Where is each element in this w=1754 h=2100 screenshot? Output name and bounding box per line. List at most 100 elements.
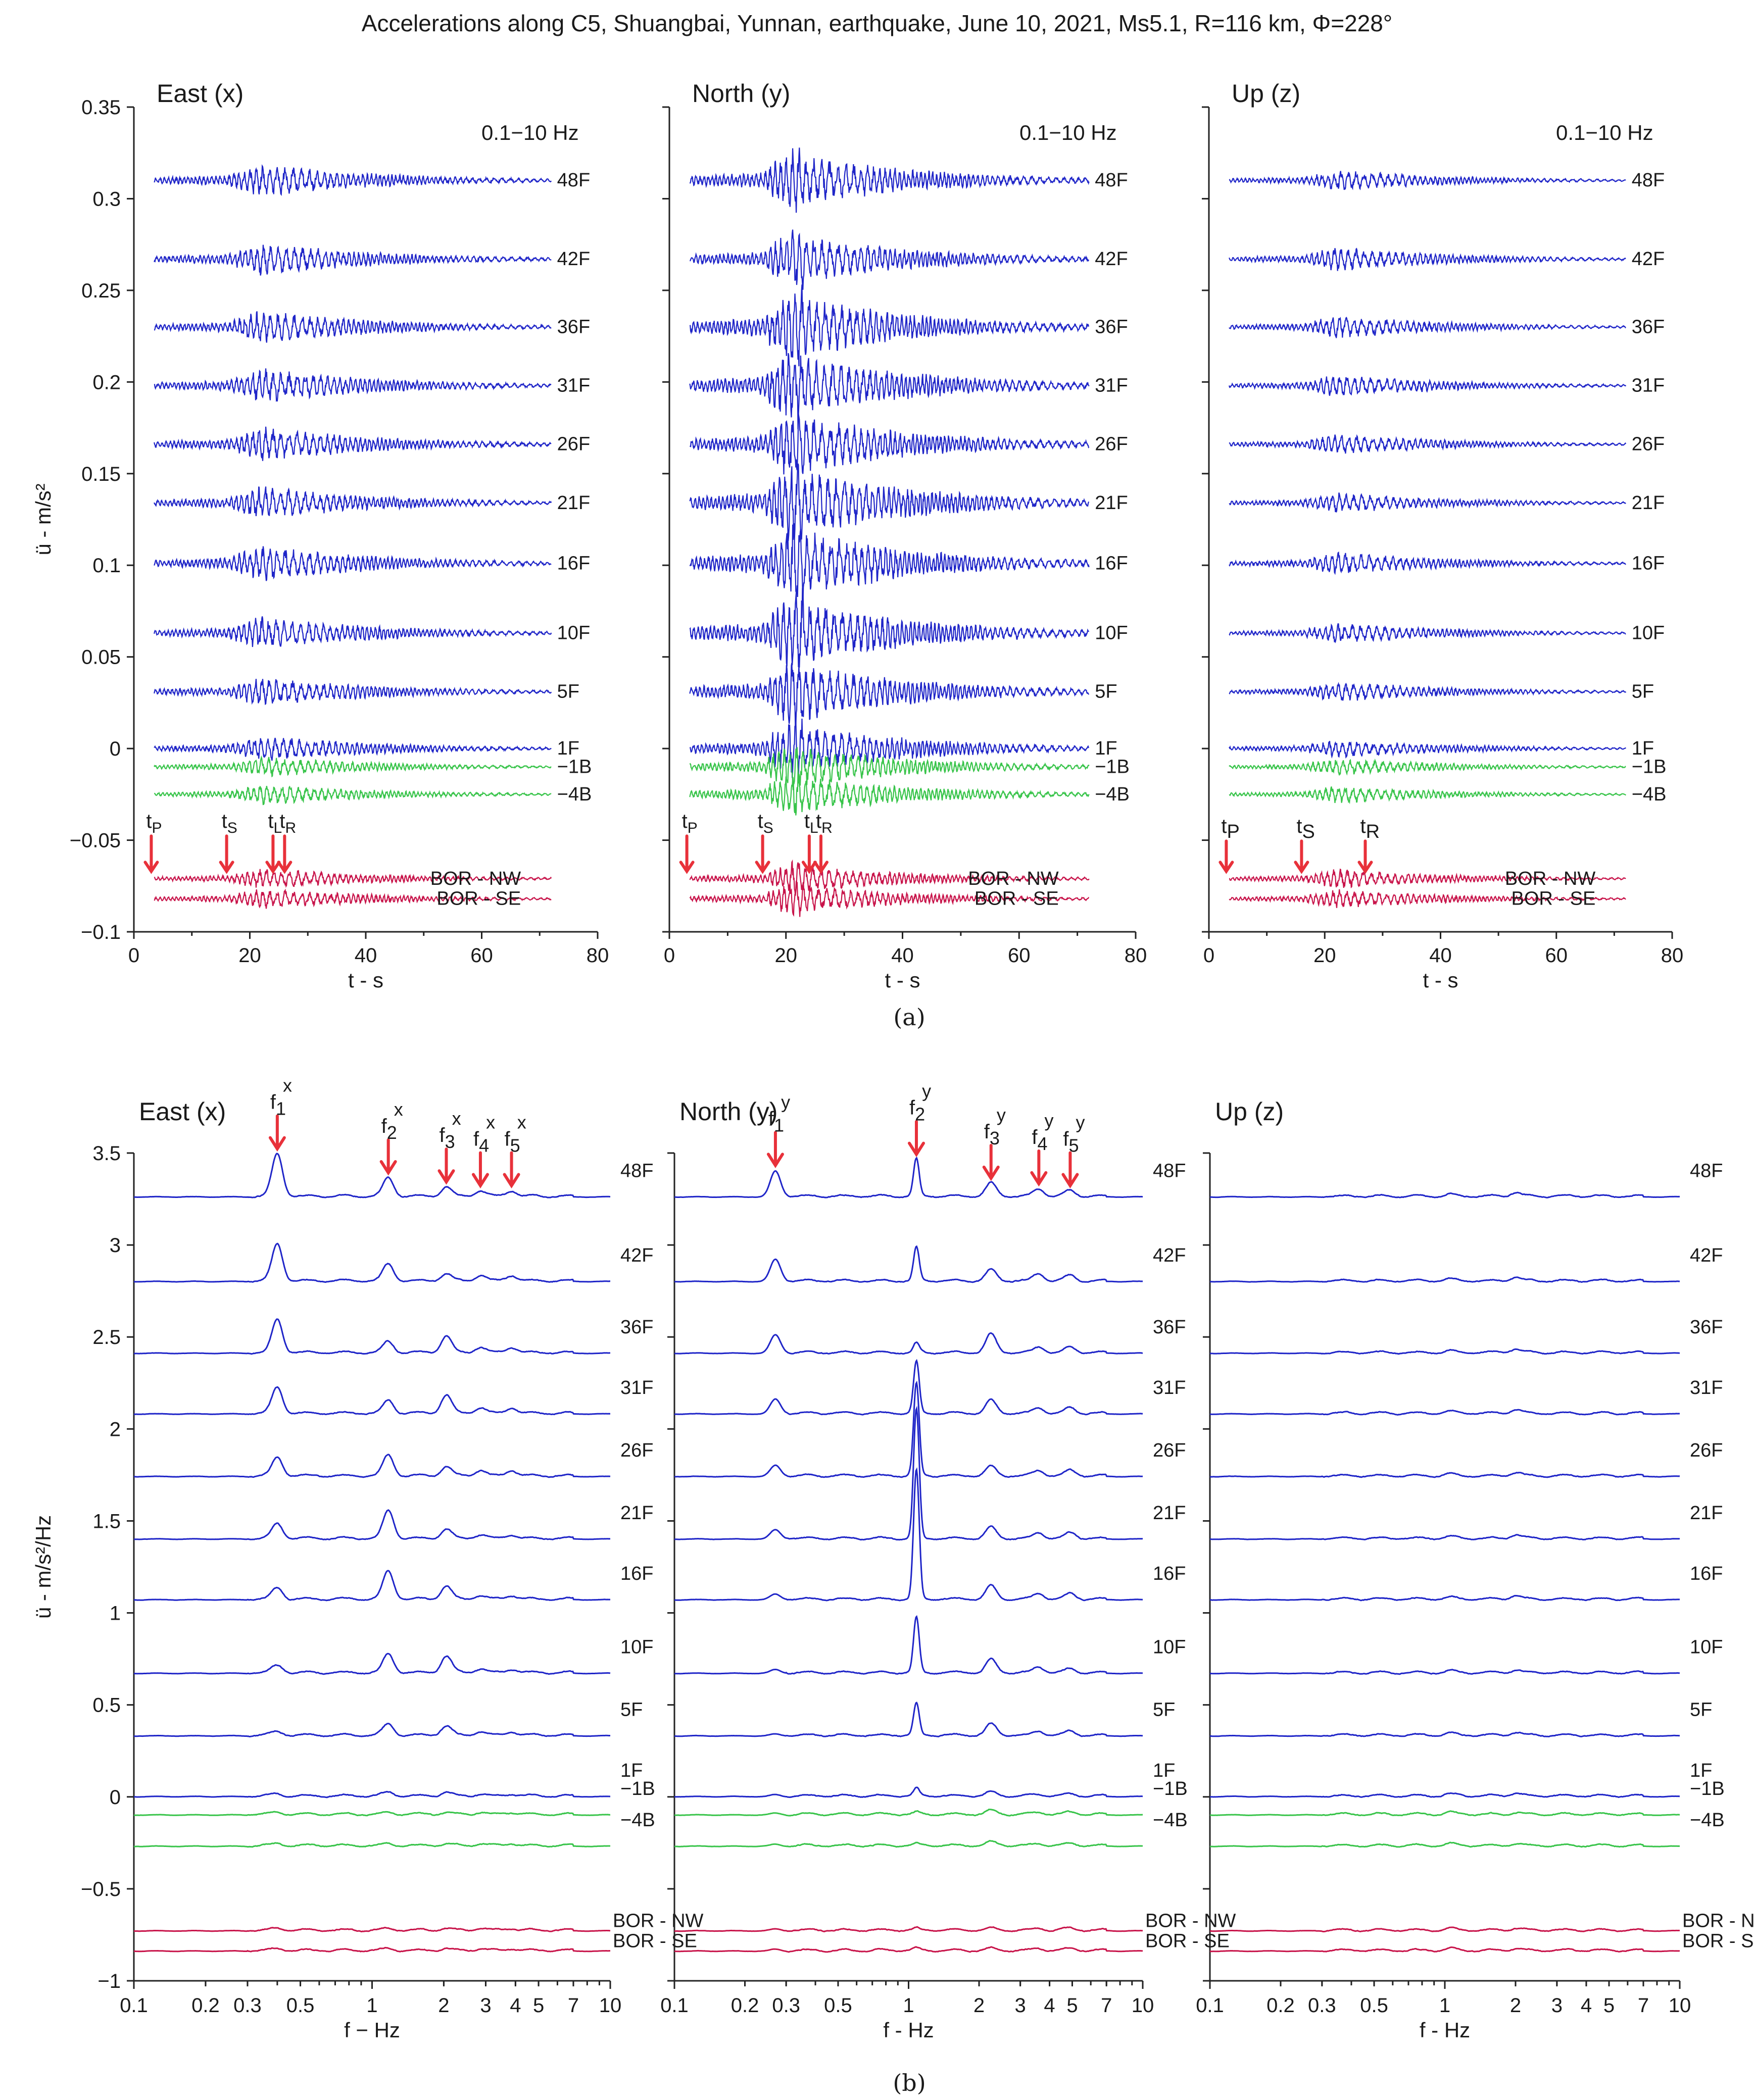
trace-label-5f: 5F [1632, 681, 1654, 703]
trace-26f [1229, 434, 1627, 454]
trace-label-16f: 16F [1690, 1563, 1723, 1584]
trace-label-bor-nw: BOR - NW [1682, 1911, 1754, 1932]
arrow-tP [679, 834, 695, 874]
x-tick-label: 1 [1439, 1994, 1450, 2017]
trace-label-26f: 26F [1095, 434, 1128, 455]
caption-a: (a) [893, 1004, 925, 1031]
trace-label-m1b: −1B [1153, 1778, 1188, 1799]
marker-label-tL: tL [804, 810, 818, 836]
trace-1f [1229, 740, 1627, 759]
y-tick-label: 2.5 [92, 1326, 121, 1348]
spectrum-48f [674, 1156, 1143, 1198]
spectrum-42f [674, 1245, 1143, 1283]
arrow-f3x [437, 1147, 455, 1185]
arrow-tR [813, 834, 829, 874]
x-tick-label: 20 [775, 944, 798, 967]
y-axis-label: ü - m/s²/Hz [31, 1515, 55, 1619]
trace-label-m4b: −4B [1690, 1810, 1725, 1831]
spectrum-48f [133, 1153, 611, 1198]
spectrum-16f [674, 1467, 1143, 1602]
y-tick-label: 3.5 [92, 1142, 121, 1165]
spectrum-36f [674, 1332, 1143, 1355]
x-tick-label: 60 [1545, 944, 1568, 967]
x-tick-label: 0.1 [120, 1994, 148, 2017]
trace-label-m4b: −4B [557, 784, 592, 805]
panel-b-up: 0.1 0.2 0.3 0.5 1 2 3 4 5 7 10 f - Hz Up (z) 48F 42F 36… [1196, 1097, 1754, 2042]
trace-label-31f: 31F [620, 1377, 653, 1398]
arrow-tP [143, 834, 159, 874]
trace-48f [154, 164, 552, 196]
trace-10f [154, 616, 552, 647]
x-tick-label: 10 [1669, 1994, 1691, 2017]
arrow-tR [277, 834, 293, 874]
trace-5f [689, 663, 1090, 728]
arrow-f4x [471, 1151, 489, 1189]
spectrum-m1b [674, 1809, 1143, 1817]
arrow-f4y [1030, 1149, 1048, 1187]
y-tick-label: 0.15 [81, 463, 121, 485]
spectrum-bor-nw [674, 1926, 1143, 1933]
arrow-f1x [268, 1114, 286, 1152]
arrow-f3y [982, 1143, 1000, 1181]
marker-label-f3y: f3y [984, 1105, 1006, 1148]
arrow-f5y [1061, 1151, 1079, 1189]
trace-label-26f: 26F [1632, 434, 1665, 455]
x-tick-label: 10 [599, 1994, 622, 2017]
trace-label-36f: 36F [1095, 316, 1128, 337]
band-label: 0.1−10 Hz [481, 121, 579, 144]
arrow-tS [219, 834, 234, 874]
trace-1f [689, 718, 1089, 778]
y-tick-label: 0.05 [81, 646, 121, 669]
trace-5f [1229, 682, 1627, 701]
spectrum-10f [1209, 1669, 1680, 1675]
x-tick-label: 20 [1313, 944, 1336, 967]
trace-label-10f: 10F [620, 1637, 653, 1658]
trace-label-10f: 10F [1632, 622, 1665, 643]
trace-label-bor-se: BOR - SE [613, 1931, 697, 1952]
x-tick-label: 40 [1429, 944, 1452, 967]
trace-bor-nw [1229, 868, 1626, 888]
trace-label-31f: 31F [1153, 1377, 1186, 1398]
figure-title: Accelerations along C5, Shuangbai, Yunna… [362, 10, 1392, 36]
marker-label-f2x: f2x [381, 1099, 403, 1143]
arrow-f2y [907, 1120, 925, 1158]
trace-label-1f: 1F [1690, 1760, 1712, 1781]
x-tick-label: 0.3 [233, 1994, 262, 2017]
x-tick-label: 0.5 [1360, 1994, 1388, 2017]
marker-label-f5x: f5x [505, 1112, 526, 1156]
trace-label-21f: 21F [1095, 492, 1128, 514]
y-tick-label: −0.5 [81, 1878, 121, 1901]
panel-title: North (y) [692, 79, 790, 108]
trace-label-1f: 1F [1632, 738, 1654, 759]
spectrum-5f [1210, 1731, 1680, 1738]
trace-42f [154, 244, 552, 276]
x-tick-label: 0 [128, 944, 139, 967]
trace-label-bor-nw: BOR - NW [613, 1911, 704, 1932]
trace-label-bor-nw: BOR - NW [968, 868, 1059, 889]
trace-label-16f: 16F [620, 1563, 653, 1584]
trace-36f [154, 311, 552, 343]
marker-label-tP: tP [1221, 815, 1239, 842]
trace-label-bor-se: BOR - SE [1145, 1931, 1230, 1952]
trace-label-36f: 36F [620, 1317, 653, 1338]
spectrum-bor-se [133, 1946, 610, 1953]
trace-label-10f: 10F [1095, 622, 1128, 643]
panels: 0 20 40 60 80t - s−0.1−0.0500.050.10.150.20.… [31, 79, 1754, 2042]
spectrum-31f [674, 1359, 1143, 1416]
trace-bor-se [689, 880, 1089, 917]
spectrum-bor-nw [134, 1926, 610, 1933]
x-tick-label: 2 [438, 1994, 449, 2017]
trace-1f [154, 737, 552, 761]
x-tick-label: 0.3 [772, 1994, 800, 2017]
x-tick-label: 10 [1132, 1994, 1154, 2017]
marker-label-f5y: f5y [1063, 1112, 1085, 1156]
trace-31f [1229, 376, 1627, 396]
trace-label-m1b: −1B [620, 1778, 655, 1799]
x-tick-label: 1 [366, 1994, 377, 2017]
trace-label-31f: 31F [1632, 375, 1665, 396]
spectrum-bor-nw [1210, 1926, 1680, 1933]
trace-label-bor-se: BOR - SE [436, 888, 521, 910]
trace-label-48f: 48F [1095, 170, 1128, 191]
band-label: 0.1−10 Hz [1556, 121, 1653, 144]
